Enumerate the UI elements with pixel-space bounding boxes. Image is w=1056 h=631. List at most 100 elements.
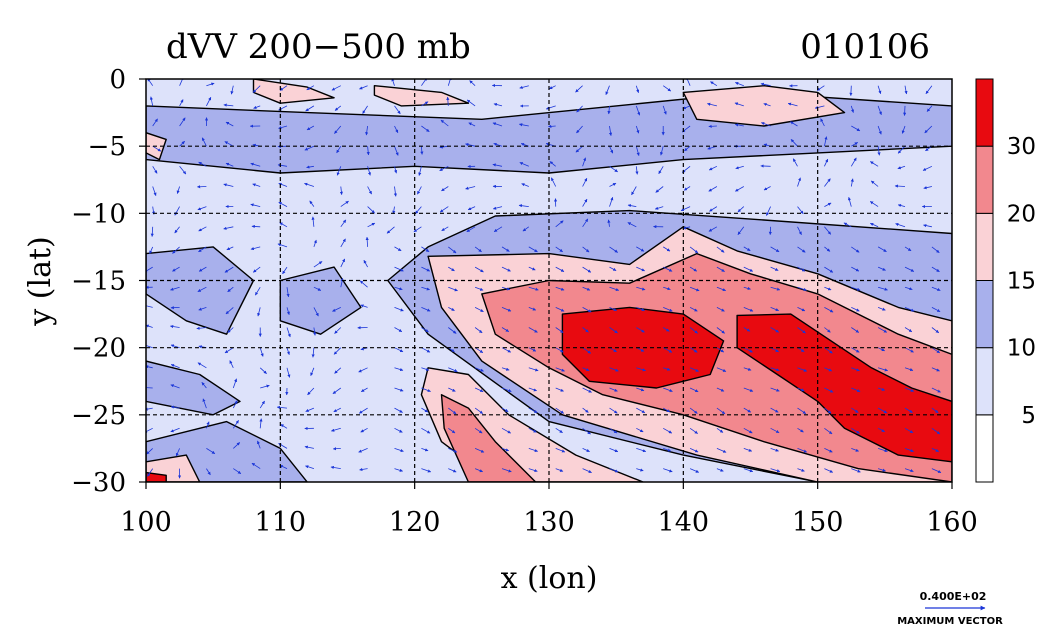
wind-vector [528,246,538,253]
wind-vector [278,201,288,207]
y-tick-label: −15 [71,267,126,297]
wind-vector [824,286,832,291]
wind-vector [582,367,590,371]
wind-vector [582,387,592,393]
wind-vector [660,146,664,156]
wind-vector [278,125,288,130]
wind-vector [501,427,511,434]
wind-vector [421,407,429,413]
wind-vector [555,327,564,334]
wind-vector [609,468,619,473]
wind-vector [528,266,536,271]
wind-vector [797,347,805,353]
wind-vector [280,424,288,429]
wind-vector [466,226,476,233]
wind-vector [904,427,914,434]
wind-vector [413,226,422,233]
wind-vector [313,327,317,336]
wind-vector [332,447,341,451]
wind-vector [770,246,780,253]
wind-vector [716,407,726,415]
colorbar-tick-label: 5 [1021,403,1036,429]
wind-vector [257,307,261,317]
wind-vector [227,286,234,293]
x-tick-label: 100 [120,507,172,538]
wind-vector [609,307,617,312]
wind-vector [179,117,186,127]
wind-vector [421,387,431,392]
wind-vector [582,218,589,228]
wind-vector [555,387,564,392]
wind-vector [635,85,640,93]
wind-vector [206,82,215,87]
wind-vector [420,146,424,155]
wind-vector [636,367,646,372]
wind-vector [367,166,371,176]
colorbar-box [975,78,994,147]
wind-vector [931,266,940,273]
wind-vector [897,165,906,170]
wind-vector [336,145,342,154]
wind-vector [770,286,781,291]
wind-vector [901,125,906,134]
wind-vector [895,223,906,228]
wind-vector [904,407,913,413]
wind-vector [179,140,185,147]
wind-vector [492,206,503,210]
wind-vector [501,307,512,312]
wind-vector [146,387,153,389]
wind-vector [663,307,673,312]
y-axis-label: y (lat) [23,236,58,326]
wind-vector [582,307,592,313]
wind-vector [904,85,908,95]
wind-vector [286,307,290,316]
wind-vector [797,246,806,253]
wind-vector [421,79,428,86]
wind-vector [609,165,618,173]
wind-vector [467,206,476,211]
wind-vector [260,384,270,389]
wind-vector [851,448,859,452]
wind-vector [770,448,779,452]
wind-vector [417,186,422,195]
wind-vector [743,307,754,312]
wind-vector [627,222,637,228]
wind-vector [394,125,399,134]
x-tick-label: 150 [792,507,844,538]
wind-vector [877,307,886,311]
x-tick-label: 140 [658,507,710,538]
wind-vector [233,442,241,449]
wind-vector [528,327,538,333]
wind-vector [448,266,455,272]
wind-vector [365,125,369,136]
wind-vector [824,347,833,354]
colorbar-tick-label: 20 [1007,201,1036,227]
wind-vector [663,427,673,434]
wind-vector [689,448,699,453]
wind-vector [662,327,670,332]
wind-vector [394,468,403,472]
colorbar-tick-label: 30 [1007,134,1036,160]
wind-vector [259,347,264,357]
wind-vector [332,387,342,395]
wind-vector [904,347,914,353]
wind-vector [820,118,825,127]
wind-vector [797,448,808,453]
wind-vector [250,203,261,207]
wind-vector [743,286,751,290]
wind-vector [386,226,395,234]
wind-vector [877,246,887,253]
wind-vector [360,304,368,308]
wind-vector [282,266,288,275]
y-tick-label: −30 [71,468,126,498]
wind-vector [448,246,457,254]
wind-vector [877,286,888,291]
wind-vector [743,387,754,392]
wind-vector [797,307,806,312]
wind-vector [609,427,618,434]
wind-vector [421,307,431,312]
wind-vector [877,468,886,472]
wind-vector [743,448,753,452]
wind-vectors [146,79,942,479]
wind-vector [448,286,458,292]
